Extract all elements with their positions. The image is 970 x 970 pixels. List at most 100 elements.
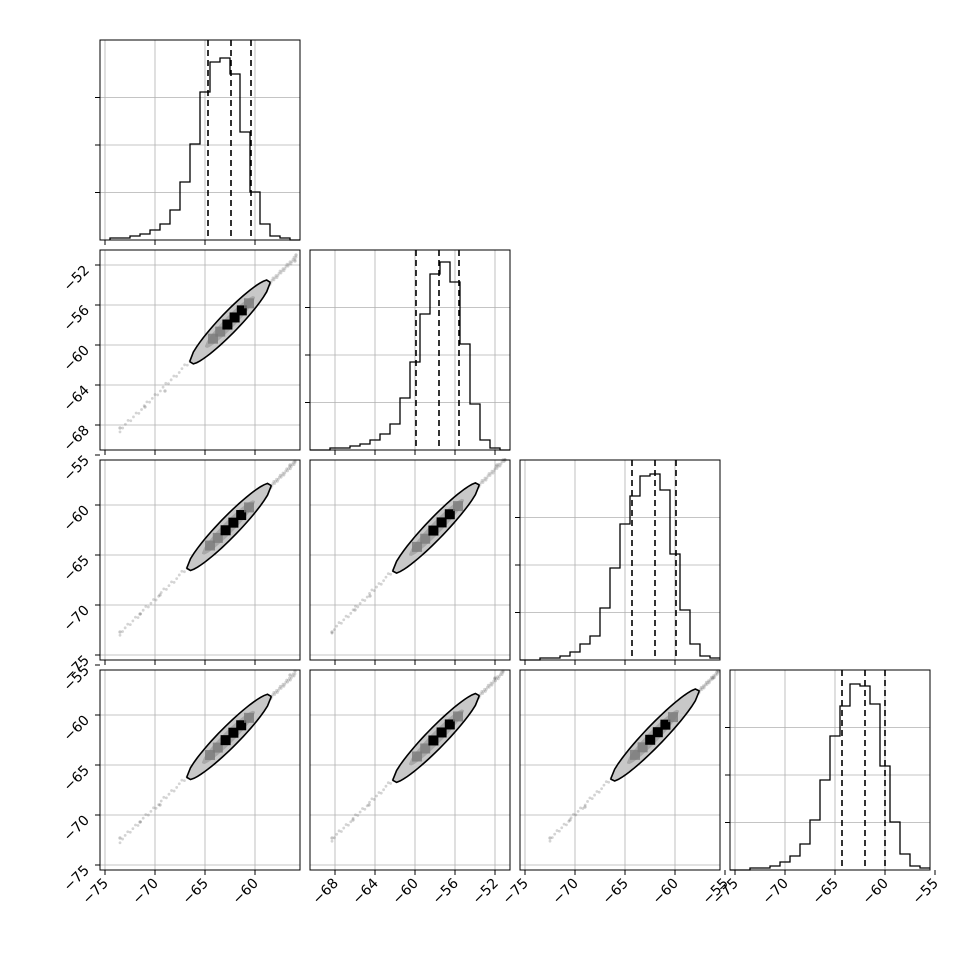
scatter-point <box>170 580 173 584</box>
scatter-point <box>292 463 296 466</box>
density-block <box>244 298 254 309</box>
density-block <box>637 742 648 753</box>
scatter-point <box>121 630 124 633</box>
scatter-point <box>138 820 142 824</box>
scatter-point <box>153 393 157 396</box>
scatter-point <box>278 684 282 688</box>
y-tick-label: −64 <box>61 382 93 414</box>
scatter-point <box>273 482 277 485</box>
scatter-point <box>137 411 141 415</box>
scatter-point <box>123 834 127 837</box>
scatter-point <box>699 687 702 691</box>
scatter-point <box>363 599 367 602</box>
scatter-point <box>287 262 291 266</box>
density-block <box>220 525 231 536</box>
scatter-point <box>602 783 606 787</box>
scatter-point <box>485 685 489 689</box>
panel-frame <box>99 249 301 451</box>
scatter-point <box>282 269 286 273</box>
scatter-point <box>365 595 369 599</box>
scatter-point <box>389 782 393 785</box>
scatter-point <box>495 677 498 681</box>
scatter-point <box>283 682 287 686</box>
scatter-point <box>139 820 143 824</box>
scatter-point <box>479 481 483 485</box>
scatter-point <box>382 788 386 792</box>
panel-frame <box>99 39 301 241</box>
scatter-point <box>604 780 608 784</box>
scatter-point <box>274 480 278 483</box>
scatter-point <box>170 789 173 792</box>
scatter-point <box>288 467 292 471</box>
scatter-point <box>142 404 146 408</box>
scatter-point <box>163 389 167 393</box>
scatter-point <box>279 271 283 275</box>
scatter-point <box>548 836 552 840</box>
scatter-point <box>136 616 140 620</box>
density-block <box>428 735 439 746</box>
scatter-point <box>579 806 582 810</box>
scatter-point <box>272 278 276 282</box>
scatter-point <box>290 674 294 678</box>
density-block <box>420 743 431 754</box>
scatter-point <box>494 465 498 468</box>
scatter-point <box>169 378 173 382</box>
scatter-point <box>353 608 357 612</box>
scatter-point <box>276 691 279 694</box>
scatter-point <box>595 790 599 793</box>
scatter-point <box>280 269 284 273</box>
density-block <box>668 712 678 723</box>
scatter-point <box>485 476 489 480</box>
scatter-point <box>158 803 162 807</box>
scatter-point <box>180 367 184 371</box>
scatter-point <box>706 681 710 684</box>
scatter-point <box>581 807 585 810</box>
density-block <box>453 711 463 722</box>
scatter-point <box>183 363 187 367</box>
scatter-point <box>282 684 286 688</box>
scatter-point <box>286 264 290 268</box>
scatter-point <box>284 469 288 473</box>
scatter-point <box>162 587 166 591</box>
scatter-point <box>356 605 360 609</box>
scatter-point <box>293 461 297 464</box>
scatter-point <box>177 371 181 374</box>
scatter-point <box>276 480 279 483</box>
scatter-point <box>481 481 485 484</box>
scatter-point <box>131 619 135 623</box>
x-tick-label: −65 <box>810 876 842 908</box>
scatter-point <box>183 570 186 574</box>
scatter-point <box>288 463 292 467</box>
ticks-layer: −75 −70 −65 −60 −68 −64 −60 −56 −52−75 −70 −65 −60−… <box>61 97 942 908</box>
scatter-point <box>158 593 162 597</box>
scatter-point <box>274 274 278 277</box>
scatter-point <box>711 676 715 679</box>
scatter-point <box>363 807 367 811</box>
scatter-point <box>492 679 496 683</box>
scatter-point <box>361 807 364 810</box>
density-block <box>412 751 422 762</box>
scatter-point <box>495 463 499 467</box>
scatter-point <box>377 791 381 794</box>
scatter-point <box>172 789 176 793</box>
scatter-point <box>129 419 133 423</box>
y-tick-label: −60 <box>61 713 93 745</box>
scatter-point <box>337 829 341 833</box>
density-block <box>212 532 223 543</box>
scatter-point <box>482 690 486 693</box>
scatter-point <box>274 691 278 694</box>
scatter-point <box>491 681 495 685</box>
scatter-point <box>572 812 575 816</box>
scatter-point <box>709 677 713 681</box>
scatter-point <box>278 473 282 477</box>
scatter-point <box>372 798 376 801</box>
scatter-point <box>146 605 150 609</box>
y-tick-label: −55 <box>61 453 93 485</box>
scatter-point <box>553 832 557 836</box>
scatter-point <box>335 832 339 836</box>
histogram-step <box>109 57 300 241</box>
scatter-point <box>708 679 712 683</box>
density-block <box>215 326 226 337</box>
scatter-point <box>384 784 388 788</box>
